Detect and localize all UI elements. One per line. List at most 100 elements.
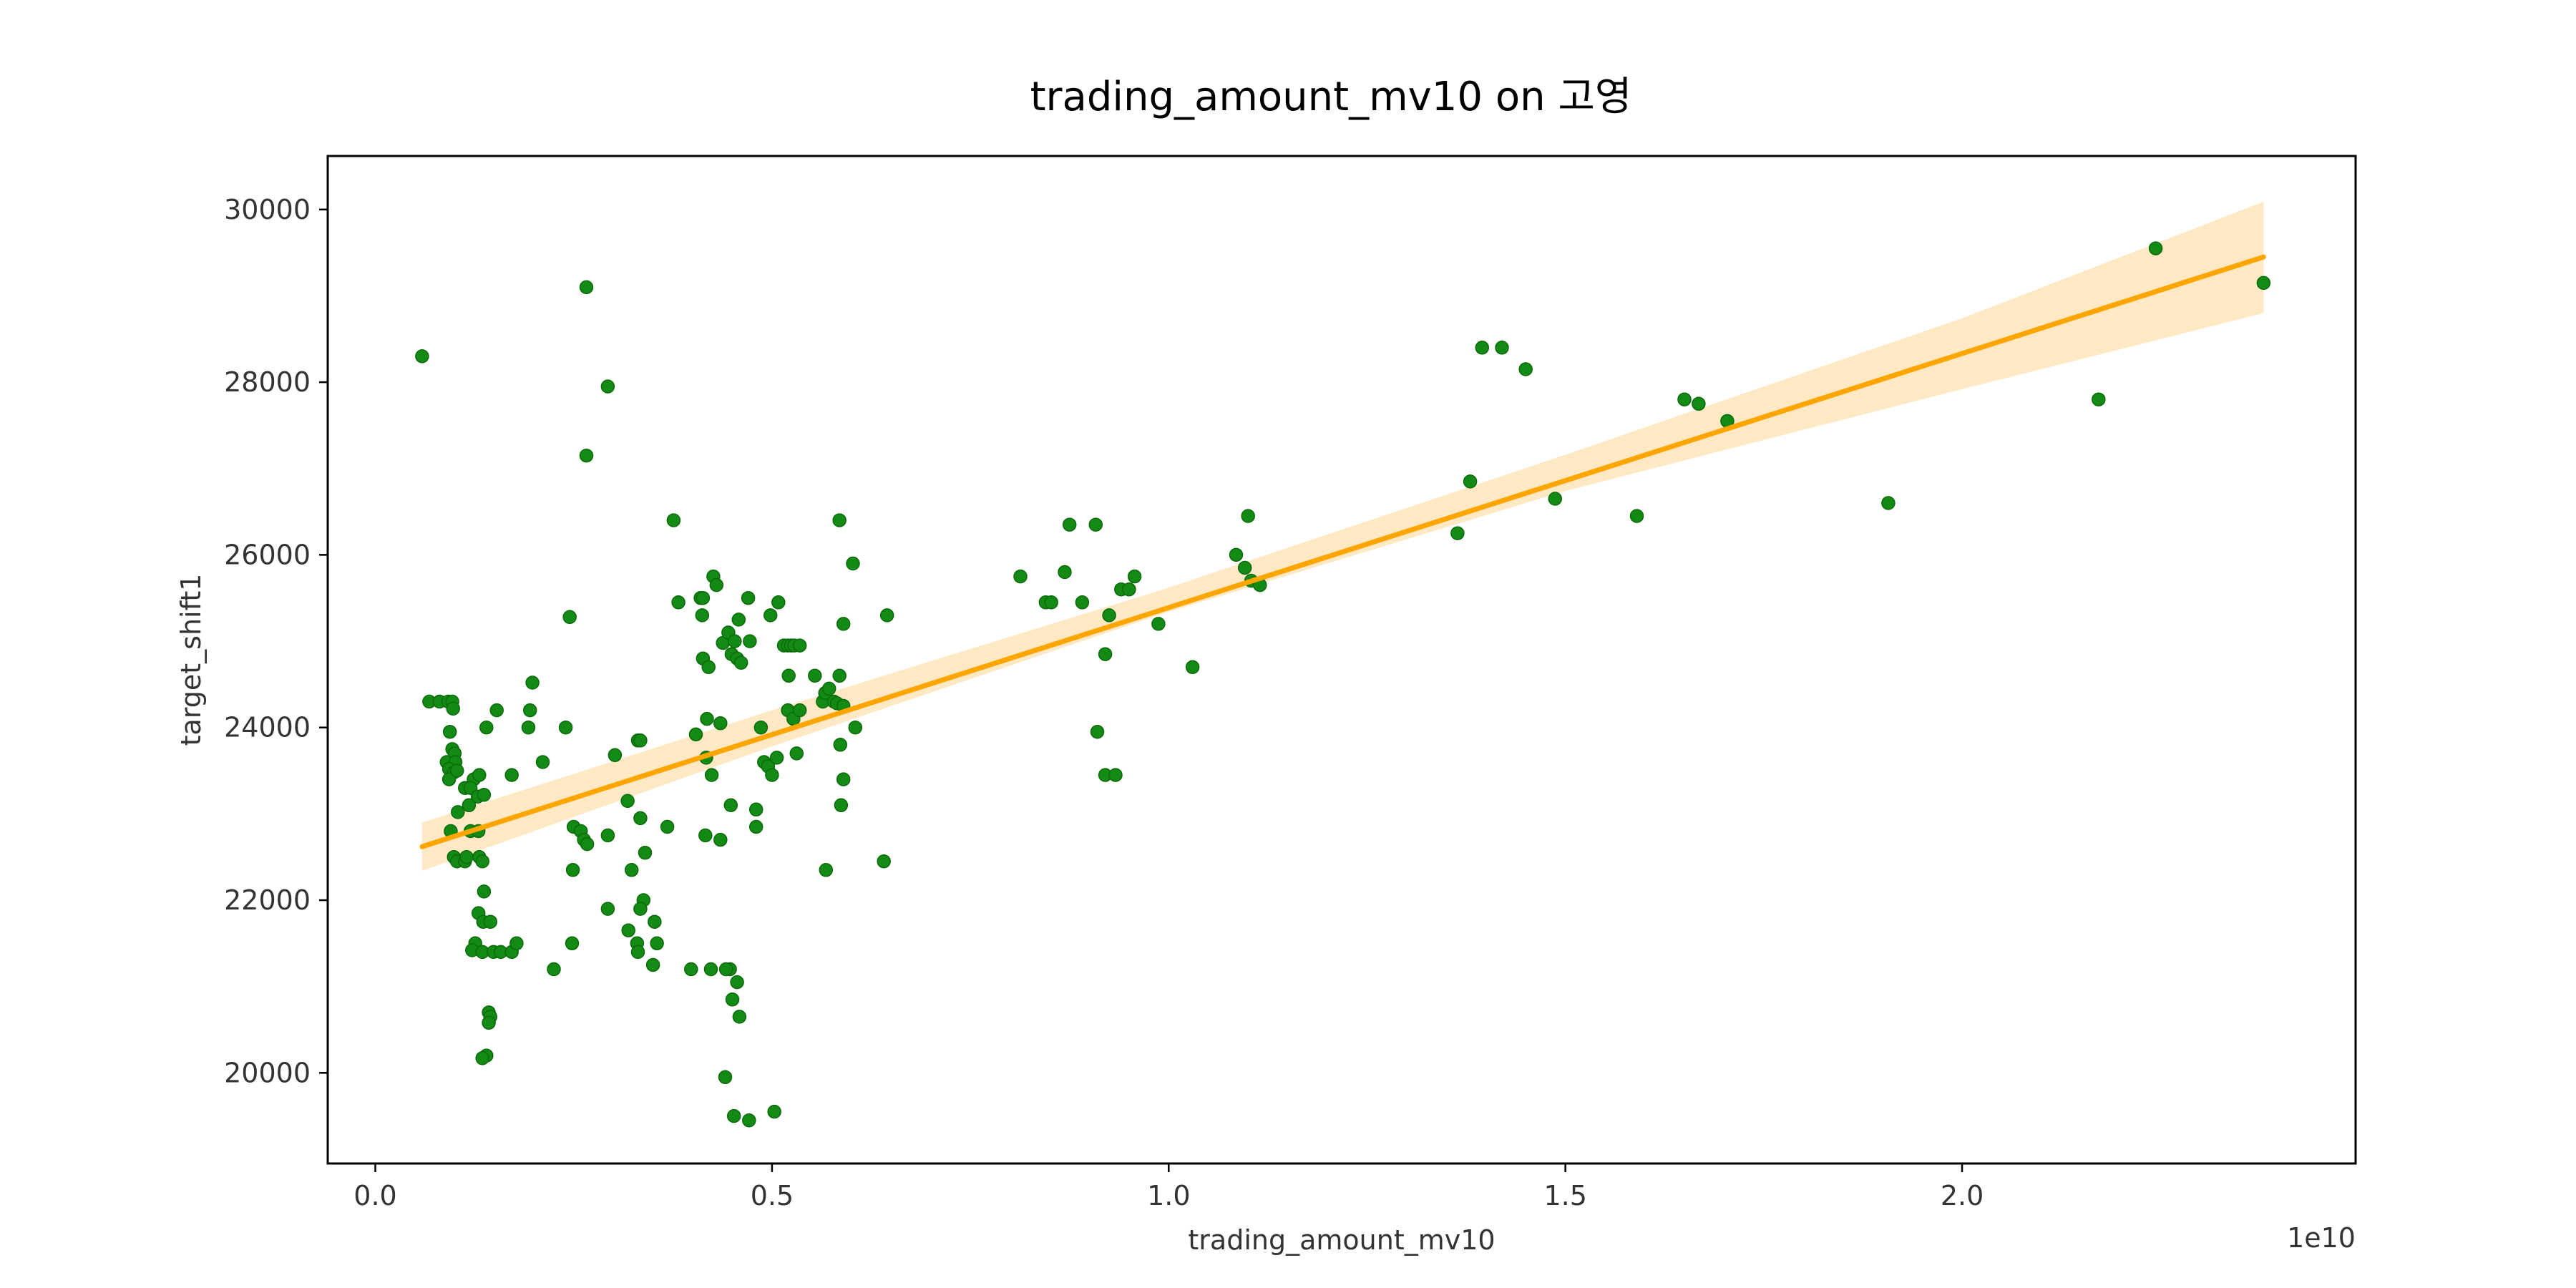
scatter-point bbox=[742, 1113, 756, 1128]
scatter-point bbox=[765, 768, 779, 782]
scatter-point bbox=[730, 975, 744, 990]
scatter-point bbox=[848, 720, 863, 735]
scatter-point bbox=[836, 772, 851, 786]
scatter-point bbox=[832, 513, 847, 527]
scatter-point bbox=[728, 634, 742, 648]
scatter-point bbox=[741, 590, 756, 605]
scatter-point bbox=[638, 845, 653, 860]
scatter-point bbox=[1058, 565, 1072, 580]
scatter-point bbox=[565, 936, 580, 951]
scatter-point bbox=[767, 1104, 781, 1119]
scatter-point bbox=[462, 798, 477, 813]
scatter-point bbox=[1229, 547, 1244, 562]
x-tick-label: 0.0 bbox=[353, 1180, 396, 1211]
scatter-point bbox=[832, 668, 847, 683]
scatter-point bbox=[521, 720, 536, 735]
scatter-point bbox=[833, 738, 848, 752]
scatter-point bbox=[2092, 392, 2106, 406]
x-axis-offset-label: 1e10 bbox=[2287, 1222, 2356, 1254]
scatter-point bbox=[732, 1010, 747, 1024]
scatter-point bbox=[726, 1108, 741, 1123]
scatter-point bbox=[624, 863, 639, 877]
scatter-point bbox=[483, 914, 498, 929]
scatter-point bbox=[1629, 509, 1644, 523]
scatter-point bbox=[713, 716, 728, 731]
scatter-point bbox=[558, 720, 573, 735]
y-tick-label: 20000 bbox=[224, 1057, 311, 1088]
scatter-point bbox=[630, 945, 645, 960]
y-axis-label: target_shift1 bbox=[175, 574, 207, 746]
scatter-point bbox=[879, 608, 894, 623]
scatter-point bbox=[1062, 517, 1077, 532]
scatter-point bbox=[535, 755, 550, 769]
scatter-point bbox=[733, 655, 748, 670]
scatter-point bbox=[489, 703, 504, 718]
scatter-point bbox=[704, 768, 719, 782]
scatter-point bbox=[1692, 396, 1706, 411]
scatter-point bbox=[504, 768, 519, 782]
plot-area bbox=[415, 201, 2271, 1128]
scatter-point bbox=[442, 724, 457, 739]
scatter-point bbox=[608, 748, 623, 763]
scatter-point bbox=[792, 638, 807, 653]
scatter-point bbox=[1075, 595, 1090, 610]
x-tick-label: 1.0 bbox=[1147, 1180, 1190, 1211]
scatter-point bbox=[1495, 341, 1509, 355]
scatter-point bbox=[781, 668, 796, 683]
scatter-point bbox=[441, 772, 457, 786]
scatter-point bbox=[1450, 526, 1465, 540]
scatter-point bbox=[821, 681, 836, 696]
scatter-point bbox=[718, 962, 733, 977]
x-axis: 0.0 0.5 1.0 1.5 2.0 bbox=[353, 1163, 1984, 1211]
scatter-point bbox=[525, 675, 540, 690]
scatter-point bbox=[482, 1015, 496, 1030]
scatter-point bbox=[695, 608, 710, 623]
scatter-point bbox=[846, 556, 860, 571]
scatter-point bbox=[459, 849, 474, 864]
scatter-point bbox=[648, 914, 662, 929]
scatter-point bbox=[671, 595, 686, 610]
scatter-point bbox=[633, 733, 648, 748]
scatter-point bbox=[703, 962, 718, 977]
axes-frame bbox=[326, 155, 2357, 1165]
scatter-point bbox=[1881, 496, 1896, 510]
scatter-point bbox=[1098, 647, 1113, 661]
scatter-point bbox=[709, 577, 724, 592]
scatter-point bbox=[834, 798, 849, 813]
scatter-point bbox=[1677, 392, 1692, 406]
scatter-point bbox=[2256, 275, 2271, 291]
scatter-point bbox=[819, 863, 834, 877]
x-tick-label: 2.0 bbox=[1941, 1180, 1984, 1211]
scatter-point bbox=[700, 711, 714, 726]
scatter-point bbox=[1102, 608, 1116, 623]
scatter-point bbox=[701, 660, 716, 675]
scatter-point bbox=[1475, 341, 1490, 355]
scatter-point bbox=[1127, 569, 1142, 584]
scatter-point bbox=[792, 703, 807, 718]
scatter-point bbox=[696, 590, 711, 605]
scatter-point bbox=[1108, 768, 1123, 782]
scatter-point bbox=[479, 720, 494, 735]
scatter-point bbox=[1088, 517, 1103, 532]
scatter-point bbox=[579, 280, 594, 295]
scatter-point bbox=[645, 957, 660, 972]
scatter-point bbox=[731, 613, 746, 627]
scatter-point bbox=[509, 936, 524, 951]
scatter-point bbox=[748, 819, 763, 834]
scatter-point bbox=[600, 379, 615, 394]
scatter-point bbox=[650, 936, 664, 951]
chart-title: trading_amount_mv10 on 고영 bbox=[1030, 74, 1632, 120]
scatter-point bbox=[713, 832, 728, 847]
x-tick-label: 1.5 bbox=[1543, 1180, 1586, 1211]
scatter-point bbox=[477, 884, 492, 899]
scatter-point bbox=[475, 854, 489, 869]
scatter-point bbox=[565, 863, 580, 877]
scatter-point bbox=[684, 962, 698, 977]
scatter-point bbox=[621, 923, 635, 937]
scatter-point bbox=[1044, 595, 1058, 610]
scatter-point bbox=[477, 788, 492, 802]
x-axis-label: trading_amount_mv10 bbox=[1188, 1224, 1495, 1256]
scatter-point bbox=[769, 751, 784, 765]
scatter-point bbox=[1185, 660, 1200, 675]
